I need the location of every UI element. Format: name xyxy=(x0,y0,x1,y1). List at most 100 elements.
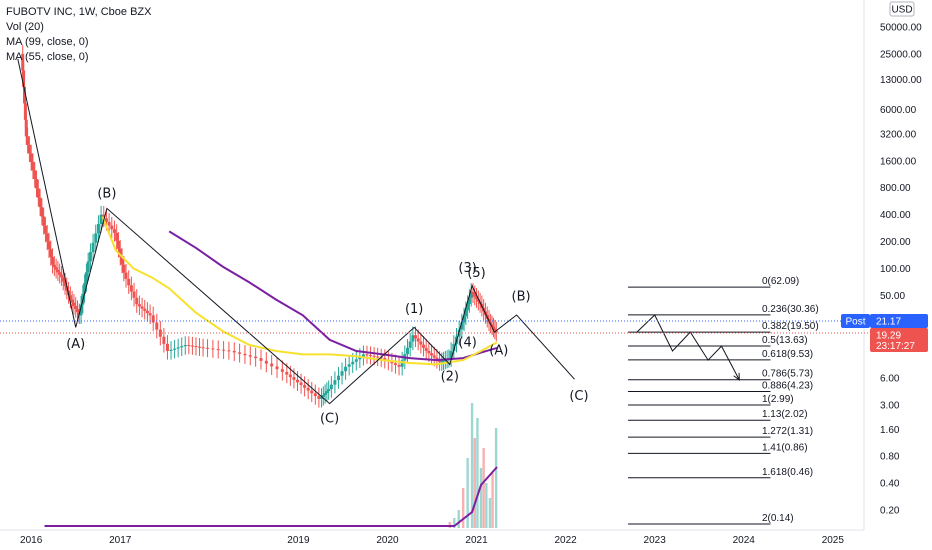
x-tick-label: 2019 xyxy=(287,535,310,546)
volume-bar xyxy=(479,468,483,528)
currency-label: USD xyxy=(891,5,912,16)
candle-body xyxy=(122,264,126,273)
candle-body xyxy=(143,308,147,311)
post-label: Post xyxy=(845,317,865,328)
y-tick-label: 6.00 xyxy=(880,373,900,384)
candle-body xyxy=(475,296,479,300)
ma55-line xyxy=(101,216,498,366)
candle-body xyxy=(155,322,159,330)
candle-body xyxy=(38,197,42,208)
candle-body xyxy=(321,394,325,397)
candle-body xyxy=(464,310,468,317)
volume-bar xyxy=(485,483,488,528)
candle-body xyxy=(58,272,62,275)
candle-body xyxy=(414,335,418,339)
candle-body xyxy=(288,374,292,378)
fib-level-label: 0.618(9.53) xyxy=(762,349,813,360)
y-tick-label: 0.80 xyxy=(880,452,900,463)
candle-body xyxy=(232,350,236,353)
candle-body xyxy=(63,281,67,287)
fib-level-label: 0.236(30.36) xyxy=(762,304,819,315)
volume-bar xyxy=(457,510,460,528)
candle-body xyxy=(206,347,210,349)
candle-body xyxy=(369,355,373,357)
candle-body xyxy=(116,240,120,249)
volume-bar xyxy=(488,498,492,528)
candle-body xyxy=(270,363,274,367)
candle-body xyxy=(49,249,53,258)
candle-body xyxy=(99,214,103,225)
candle-body xyxy=(248,355,252,357)
candle-body xyxy=(466,304,470,311)
candle-body xyxy=(227,350,231,352)
candle-body xyxy=(406,347,410,355)
candle-body xyxy=(124,272,128,279)
candle-body xyxy=(110,225,114,230)
y-tick-label: 100.00 xyxy=(880,264,911,275)
volume-bars xyxy=(448,403,498,528)
fib-level-label: 0.886(4.23) xyxy=(762,381,813,392)
candle-body xyxy=(61,277,65,282)
candle-body xyxy=(68,295,72,300)
candle-body xyxy=(460,322,464,330)
volume-bar xyxy=(482,448,485,528)
y-tick-label: 200.00 xyxy=(880,237,911,248)
fib-level-label: 0(62.09) xyxy=(762,276,799,287)
x-tick-label: 2024 xyxy=(733,535,756,546)
legend-ma99: MA (99, close, 0) xyxy=(6,36,89,48)
y-tick-label: 800.00 xyxy=(880,183,911,194)
projection-path xyxy=(636,314,740,381)
candle-body xyxy=(442,360,446,362)
candle-body xyxy=(310,390,314,394)
volume-bar xyxy=(491,473,494,528)
fib-level-label: 1.272(1.31) xyxy=(762,426,813,437)
candle-body xyxy=(476,299,480,302)
candle-body xyxy=(165,343,169,351)
candle-body xyxy=(317,396,321,399)
candle-body xyxy=(361,354,365,357)
candle-body xyxy=(416,338,420,342)
candle-body xyxy=(340,371,344,376)
candle-body xyxy=(86,261,90,273)
candle-body xyxy=(354,359,358,362)
candle-body xyxy=(303,385,307,388)
candle-body xyxy=(127,278,131,286)
candle-body xyxy=(292,377,296,380)
projection-arrowhead xyxy=(733,372,740,381)
candle-body xyxy=(79,304,83,316)
candle-body xyxy=(296,379,300,383)
y-tick-label: 3200.00 xyxy=(880,129,917,140)
candles xyxy=(21,45,498,408)
candle-body xyxy=(135,297,139,305)
candle-body xyxy=(216,349,220,351)
x-tick-label: 2021 xyxy=(465,535,488,546)
candle-body xyxy=(285,371,289,375)
candle-body xyxy=(467,297,471,305)
y-tick-label: 6000.00 xyxy=(880,105,917,116)
candle-body xyxy=(24,119,28,137)
candle-body xyxy=(323,393,327,395)
candle-body xyxy=(190,345,194,347)
volume-ma-line xyxy=(44,466,498,527)
candle-body xyxy=(201,347,205,349)
candle-body xyxy=(372,355,376,357)
candle-body xyxy=(194,346,198,348)
candle-body xyxy=(400,360,404,367)
candle-body xyxy=(397,364,401,367)
candle-body xyxy=(23,103,27,120)
candle-body xyxy=(211,348,215,350)
y-tick-label: 50.00 xyxy=(880,291,905,302)
fib-level-label: 1.13(2.02) xyxy=(762,409,808,420)
candle-body xyxy=(137,304,141,307)
wave-label: (A) xyxy=(66,337,85,352)
wave-label: (1) xyxy=(405,302,423,317)
candle-body xyxy=(275,366,279,370)
candle-body xyxy=(120,256,124,265)
candle-body xyxy=(51,257,55,265)
candle-body xyxy=(21,53,25,71)
candle-body xyxy=(140,306,144,309)
candle-body xyxy=(187,344,191,346)
candle-body xyxy=(452,343,456,351)
